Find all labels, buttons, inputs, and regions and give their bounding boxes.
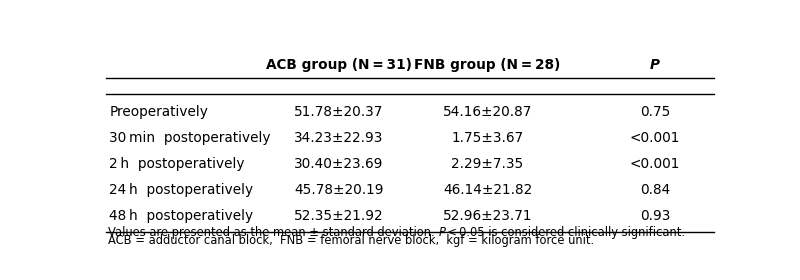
- Text: P: P: [650, 58, 660, 72]
- Text: 0.93: 0.93: [640, 209, 670, 223]
- Text: 30.40±23.69: 30.40±23.69: [294, 157, 383, 171]
- Text: ACB group (N = 31): ACB group (N = 31): [266, 58, 412, 72]
- Text: 45.78±20.19: 45.78±20.19: [294, 183, 383, 197]
- Text: <0.001: <0.001: [630, 131, 680, 145]
- Text: ACB = adductor canal block,  FNB = femoral nerve block,  kgf = kilogram force un: ACB = adductor canal block, FNB = femora…: [108, 234, 594, 247]
- Text: Values are presented as the mean ± standard deviation.: Values are presented as the mean ± stand…: [108, 227, 438, 239]
- Text: 34.23±22.93: 34.23±22.93: [294, 131, 383, 145]
- Text: 1.75±3.67: 1.75±3.67: [451, 131, 523, 145]
- Text: < 0.05 is considered clinically significant.: < 0.05 is considered clinically signific…: [445, 227, 685, 239]
- Text: FNB group (N = 28): FNB group (N = 28): [414, 58, 561, 72]
- Text: 52.96±23.71: 52.96±23.71: [442, 209, 532, 223]
- Text: 24 h  postoperatively: 24 h postoperatively: [110, 183, 254, 197]
- Text: <0.001: <0.001: [630, 157, 680, 171]
- Text: 0.75: 0.75: [640, 105, 670, 119]
- Text: 46.14±21.82: 46.14±21.82: [443, 183, 532, 197]
- Text: P: P: [438, 227, 445, 239]
- Text: 48 h  postoperatively: 48 h postoperatively: [110, 209, 254, 223]
- Text: 54.16±20.87: 54.16±20.87: [443, 105, 532, 119]
- Text: 2 h  postoperatively: 2 h postoperatively: [110, 157, 245, 171]
- Text: 30 min  postoperatively: 30 min postoperatively: [110, 131, 270, 145]
- Text: 52.35±21.92: 52.35±21.92: [294, 209, 383, 223]
- Text: 2.29±7.35: 2.29±7.35: [451, 157, 524, 171]
- Text: Preoperatively: Preoperatively: [110, 105, 208, 119]
- Text: 51.78±20.37: 51.78±20.37: [294, 105, 383, 119]
- Text: 0.84: 0.84: [640, 183, 670, 197]
